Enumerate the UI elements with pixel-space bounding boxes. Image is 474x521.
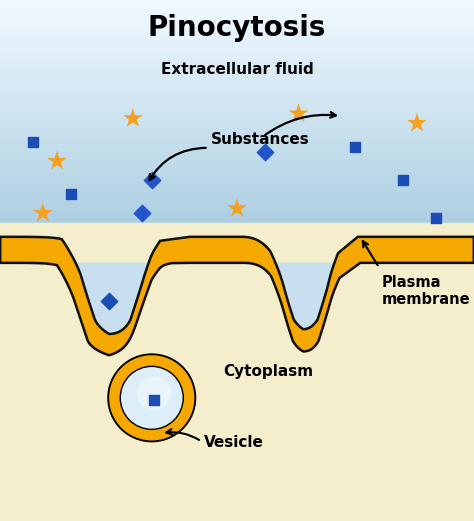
Point (53, 157, 61, 165)
Circle shape (109, 355, 194, 440)
Point (262, 147, 269, 156)
Point (233, 204, 241, 213)
Text: Pinocytosis: Pinocytosis (148, 14, 326, 42)
Point (29, 138, 37, 146)
Point (399, 176, 407, 184)
Point (413, 119, 421, 127)
Point (129, 114, 137, 122)
Point (138, 209, 146, 217)
Circle shape (137, 376, 171, 410)
Point (295, 109, 302, 118)
Point (67, 190, 75, 199)
Polygon shape (66, 263, 164, 355)
Polygon shape (0, 237, 474, 355)
Text: Cytoplasm: Cytoplasm (223, 364, 313, 379)
Point (432, 214, 440, 222)
Point (148, 176, 155, 184)
Text: Plasma
membrane: Plasma membrane (382, 275, 470, 307)
Circle shape (119, 366, 184, 430)
Point (150, 396, 158, 404)
Text: Substances: Substances (211, 132, 310, 147)
Text: Extracellular fluid: Extracellular fluid (161, 61, 313, 77)
Circle shape (107, 353, 196, 442)
Point (352, 143, 359, 151)
Text: Vesicle: Vesicle (204, 436, 264, 450)
Circle shape (121, 367, 182, 429)
Point (39, 209, 46, 217)
Polygon shape (261, 263, 346, 352)
Point (105, 296, 113, 305)
